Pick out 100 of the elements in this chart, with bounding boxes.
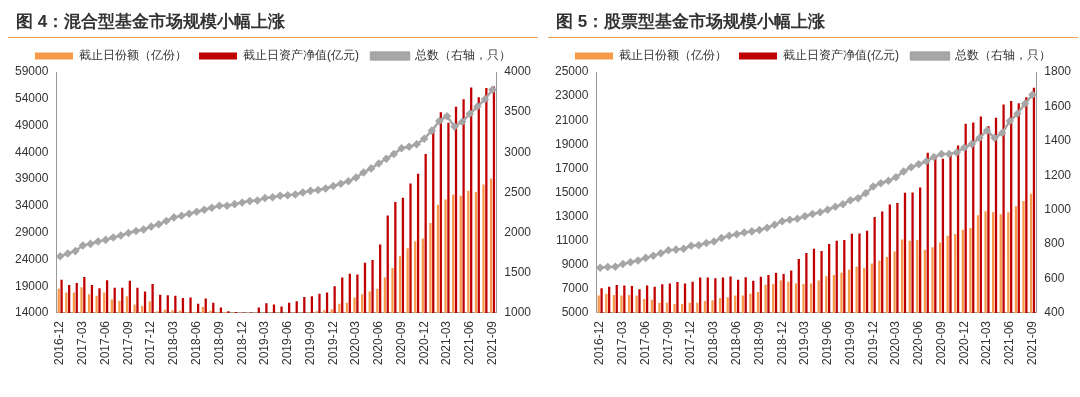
point <box>1006 117 1014 125</box>
point <box>124 229 133 237</box>
point <box>626 258 635 266</box>
point <box>276 191 284 200</box>
point <box>884 177 893 185</box>
y-tick-label: 9000 <box>561 257 589 272</box>
point <box>869 182 877 191</box>
x-tick-label: 2020-09 <box>393 320 408 366</box>
y-tick-label: 54000 <box>14 91 49 106</box>
point <box>770 221 779 229</box>
y2-tick-label: 1200 <box>1044 167 1072 182</box>
point <box>740 228 749 237</box>
point <box>117 231 125 240</box>
point <box>200 206 209 214</box>
point <box>596 263 604 272</box>
point <box>321 184 330 193</box>
point <box>793 215 802 223</box>
x-tick-label: 2018-12 <box>234 320 249 366</box>
x-tick-label: 2019-09 <box>842 320 857 366</box>
point <box>808 210 817 218</box>
x-tick-label: 2016-12 <box>592 320 607 366</box>
x-tick-label: 2020-03 <box>888 320 903 366</box>
point <box>155 220 163 228</box>
x-tick-label: 2019-06 <box>820 320 835 366</box>
point <box>702 239 711 247</box>
point <box>710 237 718 246</box>
chart-title: 图 5：股票型基金市场规模小幅上涨 <box>548 8 1078 38</box>
point <box>930 153 938 161</box>
point <box>899 167 908 176</box>
point <box>185 210 193 218</box>
y-tick-label: 23000 <box>554 88 589 103</box>
x-tick-label: 2020-03 <box>348 320 363 366</box>
point <box>968 140 976 148</box>
y2-tick-label: 1400 <box>1044 133 1072 148</box>
x-tick-label: 2019-12 <box>325 320 340 366</box>
point <box>283 191 292 200</box>
y-tick-label: 13000 <box>554 208 589 223</box>
point <box>960 143 968 152</box>
point <box>261 194 269 202</box>
point <box>861 189 870 198</box>
point <box>717 234 726 242</box>
point <box>314 186 322 194</box>
point <box>937 150 946 158</box>
x-tick-label: 2019-06 <box>280 320 295 366</box>
point <box>299 188 307 197</box>
x-tick-label: 2016-12 <box>52 320 67 366</box>
x-tick-label: 2021-06 <box>462 320 477 366</box>
point <box>223 201 231 210</box>
x-tick-label: 2020-12 <box>956 320 971 366</box>
y2-tick-label: 1800 <box>1044 64 1072 79</box>
point <box>79 241 87 250</box>
chart-title: 图 4：混合型基金市场规模小幅上涨 <box>8 8 538 38</box>
point <box>71 247 80 255</box>
point <box>816 208 824 217</box>
point <box>397 144 406 153</box>
point <box>983 126 991 135</box>
point <box>846 196 855 204</box>
point <box>466 110 474 118</box>
point <box>420 134 428 143</box>
y-tick-label: 21000 <box>554 112 589 127</box>
legend-label: 截止日份额（亿份） <box>79 48 187 63</box>
point <box>291 190 300 199</box>
point <box>56 252 64 261</box>
x-tick-label: 2018-09 <box>211 320 226 366</box>
point <box>246 197 254 205</box>
y2-tick-label: 3500 <box>504 104 532 119</box>
point <box>412 140 421 149</box>
point <box>374 159 383 168</box>
point <box>170 213 178 222</box>
point <box>839 200 847 208</box>
x-tick-label: 2019-03 <box>257 320 272 366</box>
x-tick-label: 2021-03 <box>439 320 454 366</box>
point <box>64 249 72 258</box>
point <box>139 225 148 234</box>
y2-tick-label: 600 <box>1044 270 1065 285</box>
point <box>109 233 118 242</box>
legend-label: 截止日份额（亿份） <box>619 48 727 63</box>
point <box>1013 110 1022 118</box>
point <box>390 150 398 158</box>
point <box>641 254 650 262</box>
point <box>732 230 741 239</box>
point <box>611 262 620 271</box>
y-tick-label: 19000 <box>14 278 49 293</box>
point <box>1028 90 1037 99</box>
point <box>854 194 862 202</box>
y2-tick-label: 2500 <box>504 184 532 199</box>
legend-label: 总数（右轴，只） <box>414 48 511 63</box>
point <box>687 242 695 250</box>
point <box>763 224 771 232</box>
point <box>488 85 497 94</box>
x-tick-label: 2019-03 <box>797 320 812 366</box>
point <box>230 200 239 208</box>
point <box>306 187 315 195</box>
point <box>473 102 482 111</box>
y-tick-label: 34000 <box>14 198 49 213</box>
x-tick-label: 2017-09 <box>120 320 135 366</box>
x-tick-label: 2020-06 <box>371 320 386 366</box>
y-tick-label: 19000 <box>554 136 589 151</box>
point <box>725 232 733 240</box>
y-tick-label: 17000 <box>554 160 589 175</box>
